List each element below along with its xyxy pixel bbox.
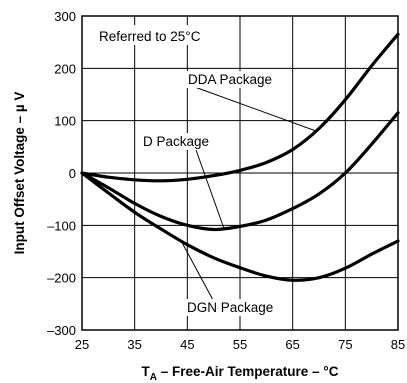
y-tick-label: 100 [54,114,76,129]
y-tick-label: 200 [54,61,76,76]
label-leaders [181,85,317,301]
y-tick-label: 0 [69,166,76,181]
d-package-label: D Package [143,134,209,149]
dda-package-line [80,32,400,183]
x-tick-label: 65 [285,337,299,352]
x-tick-label: 25 [75,337,89,352]
x-axis-title-sub: A [150,372,157,383]
dda-package-leader [191,85,317,132]
y-tick-label: –200 [47,271,76,286]
dgn-package-label: DGN Package [187,300,273,315]
x-tick-label: 75 [338,337,352,352]
x-tick-label: 55 [233,337,247,352]
dgn-package-leader [181,242,214,301]
annotation-background [96,25,236,45]
dgn-package-label-background [185,299,276,316]
y-tick-label: –300 [47,323,76,338]
plot-frame [81,15,399,331]
annotation-referred: Referred to 25°C [99,29,201,44]
dda-package-label: DDA Package [188,72,272,87]
d-package-line [80,111,400,232]
x-tick-labels: 25 35 45 55 65 75 85 [75,337,405,352]
y-tick-label: –100 [47,218,76,233]
grid [81,15,399,331]
x-tick-label: 45 [180,337,194,352]
x-tick-label: 85 [391,337,405,352]
dgn-package-line [80,171,400,282]
y-axis-title: Input Offset Voltage – µ V [12,92,27,255]
d-package-leader [195,149,225,230]
x-axis-title: TA – Free-Air Temperature – °C [142,364,339,383]
series-layer [80,32,400,282]
x-tick-label: 35 [127,337,141,352]
y-tick-label: 300 [54,9,76,24]
y-tick-labels: –300 –200 –100 0 100 200 300 [47,9,76,338]
d-package-label-background [141,133,212,150]
series-labels: DDA Package D Package DGN Package [141,71,276,316]
x-axis-title-rest: – Free-Air Temperature – °C [157,364,339,379]
x-axis-title-main: T [142,364,151,379]
dda-package-label-background [186,71,275,88]
